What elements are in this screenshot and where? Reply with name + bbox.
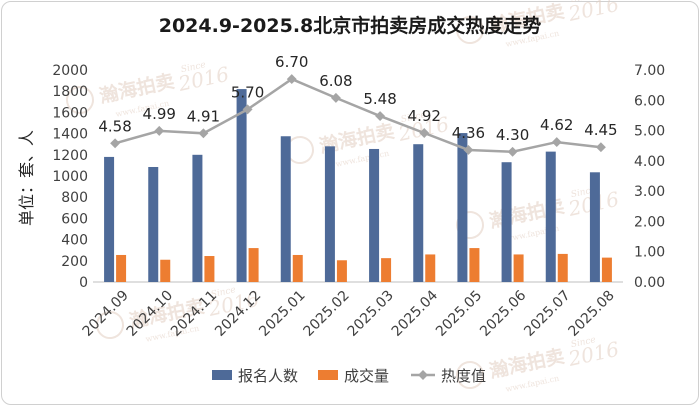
right-tick-label: 1.00 — [634, 245, 665, 261]
heat-marker — [198, 128, 209, 139]
heat-marker — [463, 145, 474, 155]
bar-deals — [601, 257, 612, 282]
watermark-seal — [96, 311, 124, 339]
x-tick-label: 2025.03 — [345, 288, 397, 340]
left-tick-label: 1400 — [52, 127, 88, 143]
watermark-seal — [456, 361, 484, 389]
bar-applicants — [457, 133, 468, 282]
heat-data-label: 5.48 — [363, 90, 396, 108]
x-tick-label: 2025.08 — [565, 288, 617, 340]
heat-data-label: 4.58 — [98, 117, 131, 135]
right-tick-label: 3.00 — [634, 184, 665, 200]
legend-label-heat: 热度值 — [441, 367, 486, 385]
heat-data-label: 4.36 — [452, 124, 485, 142]
bar-applicants — [148, 166, 159, 282]
bar-applicants — [104, 156, 115, 282]
heat-line-group: 4.58 4.99 4.91 5.70 6.70 6.08 5.48 4.92 4.36 4.30… — [98, 53, 618, 157]
left-tick-label: 2000 — [52, 63, 88, 79]
heat-data-label: 4.62 — [540, 116, 573, 134]
x-tick-label: 2025.02 — [300, 288, 352, 340]
legend-swatch-deals — [318, 370, 338, 380]
left-axis-ticks: 0 200 400 600 800 1000 1200 1400 1600 1800 2000 — [52, 63, 88, 291]
x-tick-label: 2025.04 — [389, 287, 441, 339]
x-tick-label: 2025.06 — [477, 287, 529, 339]
bar-deals — [292, 254, 303, 282]
bar-applicants — [413, 144, 424, 282]
left-tick-label: 400 — [61, 233, 88, 249]
bar-applicants — [501, 162, 512, 282]
y-axis-label: 单位：套、人 — [17, 130, 36, 226]
right-tick-label: 0.00 — [634, 275, 665, 291]
left-tick-label: 600 — [61, 211, 88, 227]
bar-deals — [160, 259, 171, 282]
x-tick-label: 2025.05 — [433, 288, 485, 340]
watermark-seal — [66, 86, 94, 114]
right-axis-ticks: 0.00 1.00 2.00 3.00 4.00 5.00 6.00 7.00 — [634, 63, 665, 291]
heat-data-label: 5.70 — [231, 83, 264, 101]
right-tick-label: 4.00 — [634, 154, 665, 170]
left-tick-label: 800 — [61, 190, 88, 206]
left-tick-label: 1000 — [52, 169, 88, 185]
bar-deals — [381, 258, 392, 282]
legend: 报名人数 成交量 热度值 — [212, 367, 486, 385]
heat-line — [114, 77, 602, 154]
chart-title: 2024.9-2025.8北京市拍卖房成交热度走势 — [159, 14, 542, 37]
bar-applicants — [192, 154, 203, 282]
bar-deals — [116, 254, 127, 282]
left-tick-label: 200 — [61, 254, 88, 270]
bar-deals — [336, 260, 347, 282]
left-tick-label: 1200 — [52, 148, 88, 164]
bar-deals — [469, 248, 480, 282]
watermark-seal — [456, 16, 484, 44]
heat-data-label: 6.70 — [275, 53, 308, 71]
watermark-since: Since — [570, 0, 597, 5]
heat-data-label: 6.08 — [319, 72, 352, 90]
heat-marker — [330, 92, 341, 103]
heat-marker — [551, 137, 562, 148]
heat-data-label: 4.99 — [143, 105, 176, 123]
heat-marker — [154, 125, 165, 136]
heat-marker — [419, 128, 430, 138]
heat-marker — [242, 104, 253, 115]
bar-applicants — [545, 151, 556, 282]
legend-label-applicants: 报名人数 — [238, 367, 298, 385]
heat-marker — [595, 142, 606, 153]
bar-deals — [513, 254, 524, 282]
heat-data-label: 4.91 — [187, 107, 220, 125]
bar-deals — [248, 248, 259, 282]
bar-applicants — [236, 89, 247, 282]
right-tick-label: 6.00 — [634, 93, 665, 109]
heat-data-label: 4.30 — [496, 126, 529, 144]
heat-data-label: 4.92 — [408, 107, 441, 125]
x-tick-label: 2024.09 — [80, 288, 132, 340]
bar-applicants — [280, 136, 291, 282]
left-tick-label: 0 — [79, 275, 88, 291]
legend-swatch-applicants — [212, 370, 232, 380]
heat-marker — [375, 111, 386, 121]
heat-marker — [507, 146, 518, 157]
left-tick-label: 1600 — [52, 105, 88, 121]
heat-marker — [110, 138, 121, 149]
bar-applicants — [324, 146, 335, 282]
bars-group — [104, 89, 612, 282]
x-tick-label: 2025.01 — [256, 288, 308, 340]
bar-deals — [204, 256, 215, 282]
bar-applicants — [369, 148, 380, 282]
watermark-year: 2016 — [565, 0, 621, 26]
x-tick-label: 2025.07 — [521, 288, 573, 340]
left-tick-label: 1800 — [52, 84, 88, 100]
bar-deals — [425, 254, 436, 282]
heat-data-label: 4.45 — [584, 121, 617, 139]
bar-applicants — [589, 172, 600, 282]
bar-deals — [557, 253, 568, 282]
legend-marker-heat — [418, 370, 428, 380]
right-tick-label: 7.00 — [634, 63, 665, 79]
right-tick-label: 2.00 — [634, 214, 665, 230]
legend-label-deals: 成交量 — [344, 367, 389, 385]
right-tick-label: 5.00 — [634, 124, 665, 140]
